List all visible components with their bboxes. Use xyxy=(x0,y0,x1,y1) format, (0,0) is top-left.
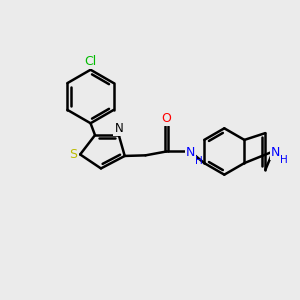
Text: Cl: Cl xyxy=(84,55,97,68)
Text: H: H xyxy=(195,156,202,166)
Text: N: N xyxy=(186,146,195,159)
Text: N: N xyxy=(114,122,123,135)
Text: O: O xyxy=(161,112,171,125)
Text: S: S xyxy=(70,148,78,161)
Text: H: H xyxy=(280,155,288,165)
Text: N: N xyxy=(271,146,280,159)
